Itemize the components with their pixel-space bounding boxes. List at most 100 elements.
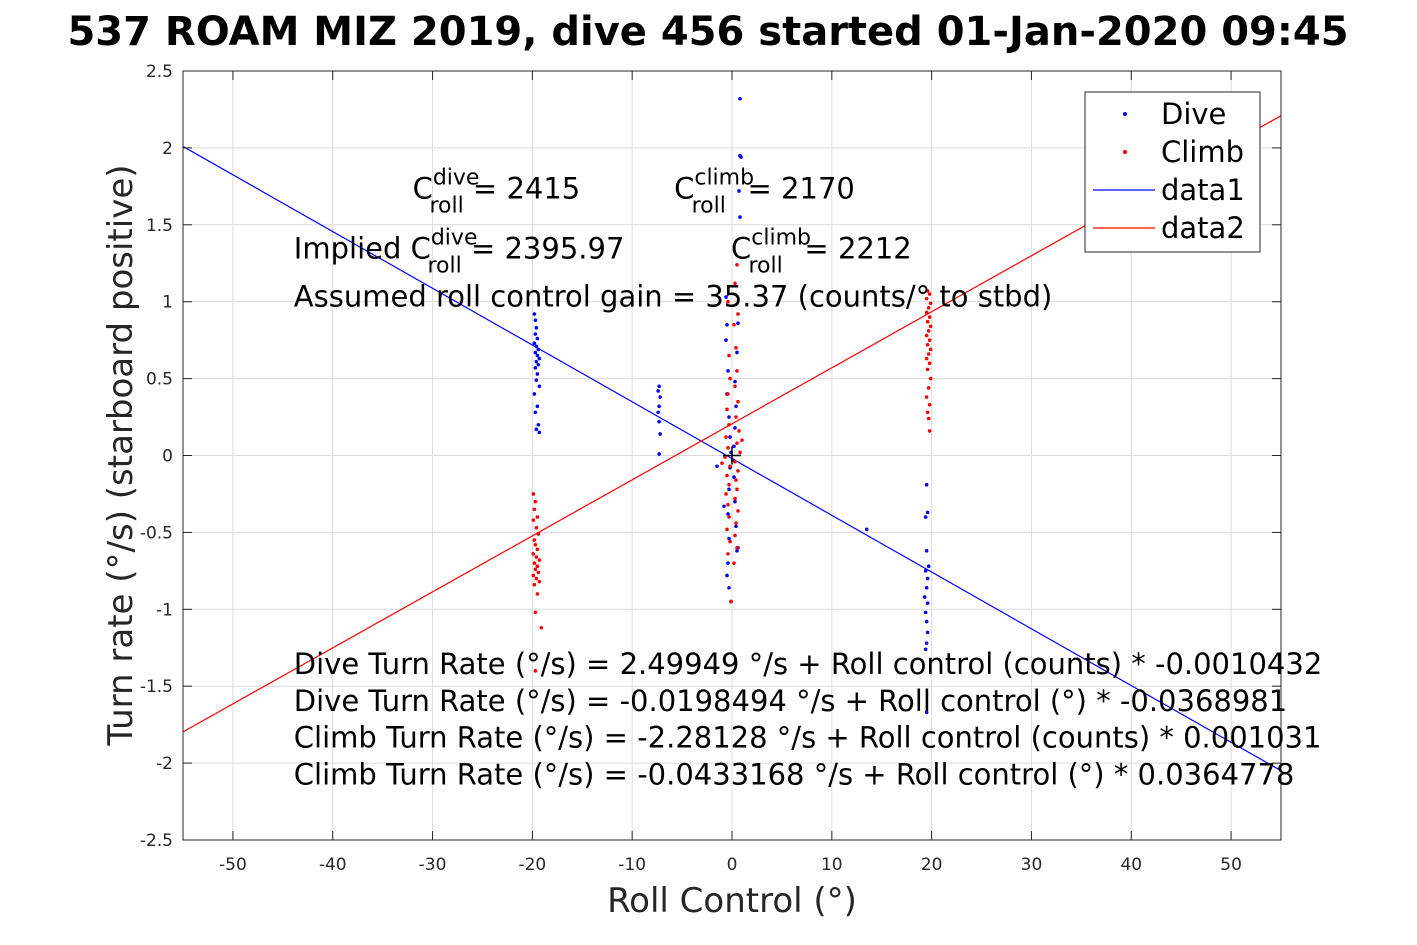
x-tick-label: 40 (1120, 855, 1142, 875)
x-axis-label: Roll Control (°) (607, 881, 857, 921)
plot-content (182, 96, 1282, 772)
y-tick-label: -2 (156, 754, 173, 774)
data-point-climb (729, 599, 733, 604)
data-point-climb (736, 399, 740, 404)
data-point-climb (533, 542, 538, 547)
data-point-climb (734, 415, 738, 419)
data-point-dive (924, 585, 929, 590)
data-point-climb (928, 324, 933, 329)
data-point-climb (531, 552, 536, 556)
y-tick-label: 1 (162, 293, 173, 313)
data-point-dive (926, 564, 931, 569)
data-point-climb (535, 515, 540, 519)
data-point-dive (533, 350, 538, 355)
data-point-climb (725, 527, 729, 532)
data-point-dive (537, 430, 542, 435)
data-point-dive (536, 422, 541, 427)
annotation-text: Cclimb roll = 2212 (731, 226, 912, 279)
data-point-dive (738, 215, 742, 219)
data-point-dive (924, 549, 929, 553)
data-point-dive (724, 338, 728, 342)
data-point-climb (535, 564, 540, 569)
data-point-climb (926, 329, 931, 333)
data-point-climb (735, 441, 739, 445)
data-point-dive (532, 392, 537, 396)
data-point-dive (923, 647, 928, 652)
annotation-text: Implied Cdive roll = 2395.97 (294, 226, 625, 279)
x-tick-label: -50 (219, 855, 247, 875)
data-point-climb (725, 473, 729, 478)
data-point-dive (733, 426, 737, 430)
x-tick-label: 30 (1021, 855, 1043, 875)
data-point-climb (532, 561, 537, 565)
data-point-dive (924, 482, 929, 487)
data-point-climb (927, 361, 932, 366)
y-axis-label: Turn rate (°/s) (starboard positive) (101, 164, 141, 746)
data-point-climb (924, 333, 929, 338)
data-point-dive (727, 585, 731, 590)
data-point-climb (727, 515, 731, 519)
data-point-climb (737, 429, 741, 433)
data-point-climb (738, 450, 742, 455)
data-point-dive (922, 595, 927, 599)
annotation-text: Climb Turn Rate (°/s) = -2.28128 °/s + R… (294, 721, 1322, 755)
data-point-climb (726, 552, 730, 556)
data-point-dive (925, 630, 930, 635)
data-point-dive (925, 510, 930, 515)
y-tick-label: 2.5 (146, 62, 173, 82)
data-point-climb (726, 299, 730, 304)
data-point-dive (533, 410, 538, 415)
data-point-dive (535, 372, 540, 376)
data-point-climb (533, 669, 538, 673)
data-point-climb (733, 496, 737, 501)
data-point-dive (657, 384, 661, 389)
data-point-climb (734, 346, 738, 350)
data-point-climb (532, 538, 537, 542)
data-point-climb (535, 592, 540, 596)
x-tick-label: -10 (618, 855, 646, 875)
data-point-climb (536, 570, 541, 575)
data-point-climb (724, 435, 728, 439)
data-point-climb (726, 502, 730, 507)
legend: Dive Climb data1 data2 (1084, 91, 1261, 253)
data-point-dive (924, 619, 929, 624)
data-point-climb (736, 509, 740, 513)
data-point-dive (535, 336, 540, 341)
data-point-climb (733, 533, 737, 538)
data-point-dive (737, 189, 741, 193)
data-point-dive (658, 395, 662, 399)
data-point-climb (531, 492, 536, 496)
data-point-dive (728, 435, 732, 439)
annotation-text: Cdive roll = 2415 (413, 166, 581, 219)
data-point-dive (537, 356, 542, 361)
data-point-dive (734, 404, 738, 409)
annotation-text: Cclimb roll = 2170 (674, 166, 855, 219)
data-point-climb (927, 338, 932, 342)
annotation-text: Climb Turn Rate (°/s) = -0.0433168 °/s +… (294, 758, 1295, 792)
data-point-climb (728, 539, 732, 544)
data-point-dive (923, 610, 928, 615)
data-point-dive (924, 641, 929, 645)
data-point-dive (726, 369, 730, 373)
annotation-text: Assumed roll control gain = 35.37 (count… (294, 279, 1053, 313)
legend-box (1084, 91, 1261, 253)
data-point-climb (531, 573, 536, 578)
data-point-dive (532, 341, 537, 346)
data-point-dive (715, 464, 719, 469)
data-point-dive (925, 601, 930, 605)
data-point-dive (534, 344, 539, 349)
annotation-layer: Cdive roll = 2415 Cclimb roll = 2170 Implied… (294, 166, 1322, 792)
data-point-climb (928, 301, 933, 306)
data-point-climb (720, 461, 724, 465)
data-point-dive (725, 322, 729, 327)
data-point-dive (925, 576, 930, 581)
data-point-climb (732, 322, 736, 327)
data-point-dive (727, 415, 731, 419)
data-point-dive (864, 527, 869, 532)
data-point-climb (725, 407, 729, 412)
data-point-dive (733, 499, 737, 504)
data-point-climb (533, 567, 538, 572)
data-point-climb (735, 369, 739, 373)
data-point-climb (735, 545, 739, 550)
data-point-climb (925, 342, 930, 347)
